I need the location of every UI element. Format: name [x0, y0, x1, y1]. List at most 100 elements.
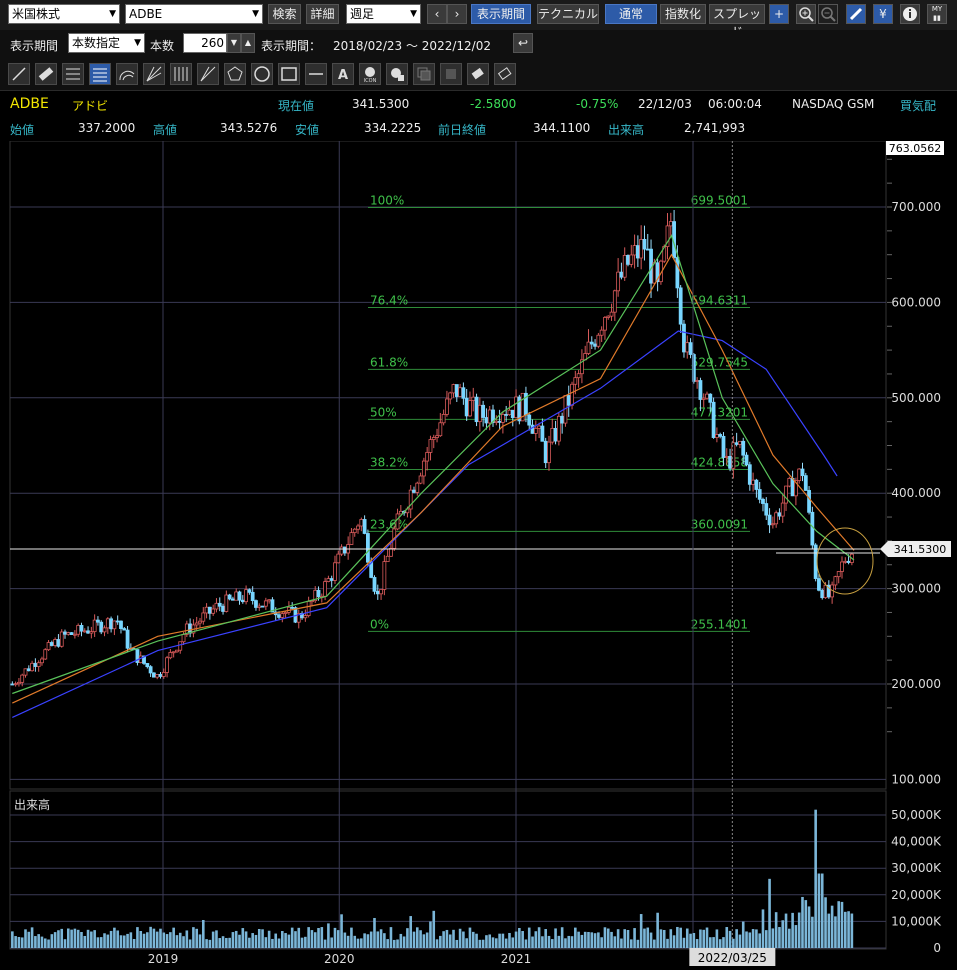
display-period-button[interactable]: 表示期間 — [471, 4, 531, 24]
channel-lines-icon[interactable] — [89, 63, 111, 85]
candle-body — [547, 441, 551, 464]
fib-level-pct: 0% — [370, 617, 389, 631]
price-tick-label: 200.000 — [891, 677, 941, 691]
candle-body — [260, 605, 265, 608]
volume-bar — [155, 931, 159, 948]
yen-icon[interactable]: ¥ — [873, 4, 893, 24]
count-down-icon[interactable]: ▼ — [227, 33, 241, 53]
candle-body — [461, 387, 466, 399]
symbol-input[interactable]: ADBE ▼ — [125, 4, 263, 24]
info-icon[interactable] — [900, 4, 920, 24]
candle-body — [820, 589, 825, 599]
candle-body — [389, 547, 393, 557]
chevron-down-icon: ▼ — [109, 9, 116, 19]
candle-body — [761, 498, 765, 504]
market-select[interactable]: 米国株式 ▼ — [8, 4, 120, 24]
crosshair-icon[interactable]: + — [769, 4, 789, 24]
pitchfork-icon[interactable] — [197, 63, 219, 85]
volume-bar — [784, 913, 788, 948]
fan-arc-icon[interactable] — [116, 63, 138, 85]
candle-body — [201, 612, 206, 622]
candle-body — [794, 480, 798, 497]
ruler-icon[interactable] — [35, 63, 57, 85]
icon-stamp-icon[interactable]: ICON — [359, 63, 381, 85]
circle-icon[interactable] — [251, 63, 273, 85]
candle-body — [711, 401, 716, 438]
volume-bar — [613, 936, 617, 948]
price-chart[interactable]: 100% 699.5001 76.4% 594.6311 61.8% 529.7545 50… — [0, 141, 957, 970]
zoom-out-icon[interactable] — [818, 4, 838, 24]
fan-lines-icon[interactable] — [143, 63, 165, 85]
grid — [9, 141, 892, 950]
volume-bar — [758, 933, 761, 948]
horizontal-line-icon[interactable] — [305, 63, 327, 85]
fibonacci-retracement[interactable]: 100% 699.5001 76.4% 594.6311 61.8% 529.7545 50… — [368, 193, 750, 632]
next-icon[interactable]: › — [447, 4, 467, 24]
volume-bar — [531, 936, 534, 948]
candle-body — [445, 398, 449, 415]
prev-icon[interactable]: ‹ — [427, 4, 447, 24]
candle-body — [678, 287, 683, 325]
volume-bar — [363, 933, 366, 948]
text-a-icon[interactable]: A — [332, 63, 354, 85]
volume-bar — [458, 928, 462, 948]
volume-bar — [373, 917, 376, 948]
pencil-icon[interactable] — [846, 4, 866, 24]
candle-body — [744, 454, 749, 466]
range-label: 表示期間： — [261, 39, 322, 53]
count-up-icon[interactable]: ▲ — [241, 33, 255, 53]
volume-bar — [40, 936, 44, 948]
volume-bar — [722, 937, 725, 948]
volume-bar — [544, 929, 547, 948]
volume-bar — [699, 929, 702, 948]
candle-body — [428, 439, 433, 453]
pentagon-icon[interactable] — [224, 63, 246, 85]
rectangle-icon[interactable] — [278, 63, 300, 85]
spread-mode-button[interactable]: スプレッド — [709, 4, 765, 39]
volume-bar — [205, 939, 208, 948]
volume-bar — [491, 937, 495, 948]
count-input[interactable]: 260 — [183, 33, 227, 53]
candle-body — [30, 662, 34, 672]
volume-bar — [225, 937, 228, 948]
volume-bar — [712, 937, 715, 948]
copy-icon[interactable] — [413, 63, 435, 85]
volume-bar — [524, 939, 528, 948]
candle-body — [10, 683, 15, 686]
low-label: 安値 — [295, 123, 320, 137]
volume-bar — [215, 930, 218, 948]
candle-body — [580, 359, 584, 375]
candle-body — [224, 594, 229, 612]
volume-bar — [702, 929, 706, 948]
horizontal-lines-icon[interactable] — [62, 63, 84, 85]
zoom-in-icon[interactable] — [796, 4, 816, 24]
svg-text:ICON: ICON — [364, 78, 377, 84]
candle-body — [573, 377, 578, 385]
search-button[interactable]: 検索 — [268, 4, 301, 24]
my-settings-icon[interactable]: MY ▮▮ — [927, 4, 947, 24]
technical-button[interactable]: テクニカル — [537, 4, 599, 24]
volume-bar — [455, 939, 459, 948]
normal-mode-button[interactable]: 通常 — [605, 4, 657, 24]
candle-body — [784, 485, 788, 504]
volume-bar — [402, 936, 406, 948]
volume-bar — [537, 927, 541, 948]
period-mode-select[interactable]: 本数指定 ▼ — [68, 33, 145, 53]
detail-button[interactable]: 詳細 — [306, 4, 339, 24]
trend-line-icon[interactable] — [8, 63, 30, 85]
volume-bar — [429, 921, 432, 948]
period-type-select[interactable]: 週足 ▼ — [346, 4, 421, 24]
volume-bar — [709, 937, 712, 948]
candle-body — [586, 341, 591, 354]
volume-bar — [182, 936, 185, 948]
candle-body — [612, 290, 617, 313]
stamp-icon[interactable] — [386, 63, 408, 85]
eraser-icon[interactable] — [467, 63, 489, 85]
candle-body — [366, 533, 370, 563]
index-mode-button[interactable]: 指数化 — [660, 4, 706, 24]
hand-icon[interactable] — [440, 63, 462, 85]
reset-range-icon[interactable]: ↩ — [513, 33, 533, 53]
candle-body — [217, 602, 222, 607]
vertical-lines-icon[interactable] — [170, 63, 192, 85]
eraser-all-icon[interactable] — [494, 63, 516, 85]
